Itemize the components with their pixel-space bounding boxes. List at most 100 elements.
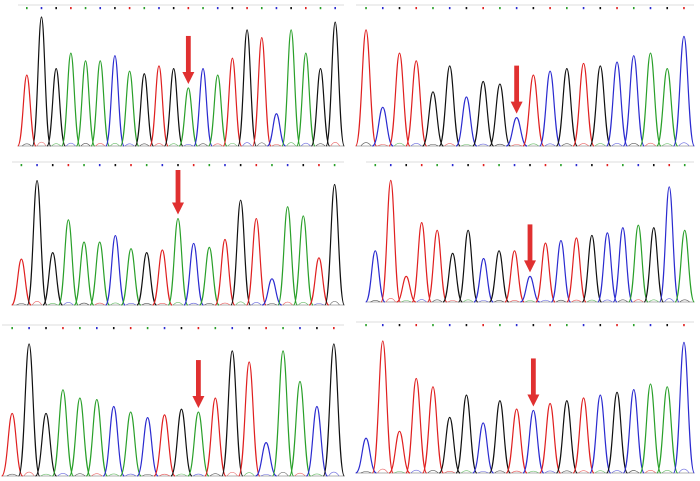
base-tick: [405, 164, 408, 167]
trace-peak: [639, 52, 662, 147]
trace-peak: [422, 386, 444, 474]
trace-noise: [159, 473, 170, 477]
panel-bottom-right: [355, 321, 695, 474]
trace-peak: [411, 222, 432, 303]
trace-peak: [488, 250, 510, 303]
base-tick: [549, 324, 551, 327]
trace-peak: [183, 242, 204, 306]
trace-peak: [308, 257, 330, 306]
trace-peak: [396, 275, 417, 303]
trace-peak: [488, 400, 511, 474]
trace-peak: [455, 96, 478, 147]
trace-peak: [105, 55, 125, 147]
base-tick: [143, 7, 146, 10]
base-tick: [652, 164, 655, 167]
trace-noise: [277, 471, 289, 477]
trace-peak: [639, 383, 662, 474]
trace-peak: [566, 237, 587, 303]
trace-noise: [226, 471, 238, 477]
trace-noise: [298, 302, 309, 306]
trace-noise: [139, 143, 150, 147]
base-tick: [381, 324, 384, 327]
base-tick: [532, 7, 535, 10]
trace-noise: [410, 469, 422, 474]
trace-noise: [95, 143, 106, 147]
trace-peak: [581, 234, 603, 303]
trace-noise: [571, 299, 582, 303]
trace-noise: [242, 142, 252, 147]
trace-noise: [477, 143, 489, 147]
trace-peak: [58, 219, 79, 306]
trace-peak: [539, 70, 562, 147]
trace-noise: [266, 303, 277, 306]
trace-noise: [110, 142, 120, 147]
base-tick: [98, 164, 101, 167]
base-tick: [177, 164, 179, 167]
base-tick: [575, 164, 578, 167]
trace-noise: [360, 142, 372, 147]
trace-noise: [157, 303, 168, 306]
mutation-arrow-head: [524, 260, 536, 273]
trace-peak: [75, 60, 96, 147]
trace-noise: [204, 302, 215, 306]
trace-noise: [212, 143, 223, 147]
trace-peak: [199, 246, 220, 306]
trace-noise: [16, 303, 27, 306]
base-tick: [637, 164, 640, 167]
trace-peak: [119, 411, 142, 477]
trace-noise: [80, 143, 91, 147]
trace-noise: [313, 303, 324, 306]
base-tick: [11, 327, 13, 330]
trace-noise: [578, 470, 589, 474]
trace-noise: [108, 473, 120, 477]
trace-noise: [617, 299, 628, 303]
base-tick: [616, 324, 618, 327]
trace-noise: [328, 471, 340, 477]
trace-noise: [377, 468, 389, 474]
base-tick: [499, 7, 501, 10]
trace-peak: [34, 412, 58, 477]
trace-noise: [628, 142, 640, 147]
trace-peak: [674, 229, 695, 303]
base-tick: [649, 324, 652, 327]
base-tick: [599, 324, 602, 327]
base-tick: [114, 164, 117, 167]
trace-noise: [78, 302, 90, 306]
base-tick: [632, 324, 635, 327]
base-tick: [389, 164, 392, 167]
trace-peak: [310, 67, 331, 147]
trace-noise: [63, 302, 74, 306]
trace-peak: [68, 397, 91, 477]
trace-noise: [394, 471, 405, 474]
trace-peak: [472, 80, 495, 147]
trace-peak: [120, 248, 142, 306]
base-tick: [231, 7, 234, 10]
trace-peak: [505, 117, 528, 147]
trace-peak: [371, 340, 394, 474]
trace-peak: [628, 224, 649, 303]
base-tick: [513, 164, 516, 167]
trace-peak: [167, 217, 189, 306]
trace-peak: [305, 405, 328, 477]
trace-noise: [633, 299, 644, 303]
base-tick: [161, 164, 164, 167]
trace-noise: [555, 299, 566, 303]
trace-noise: [172, 302, 184, 306]
base-tick: [192, 164, 195, 167]
trace-peak: [504, 250, 525, 303]
trace-peak: [659, 186, 680, 303]
trace-peak: [520, 275, 540, 303]
trace-noise: [527, 143, 539, 147]
trace-noise: [410, 143, 422, 147]
base-tick: [381, 7, 384, 10]
base-tick: [224, 164, 226, 167]
trace-peak: [17, 74, 37, 147]
trace-noise: [678, 142, 690, 147]
base-tick: [202, 7, 204, 10]
base-tick: [436, 164, 438, 167]
trace-noise: [301, 142, 311, 147]
base-tick: [448, 324, 451, 327]
base-tick: [114, 7, 116, 10]
base-tick: [432, 324, 434, 327]
